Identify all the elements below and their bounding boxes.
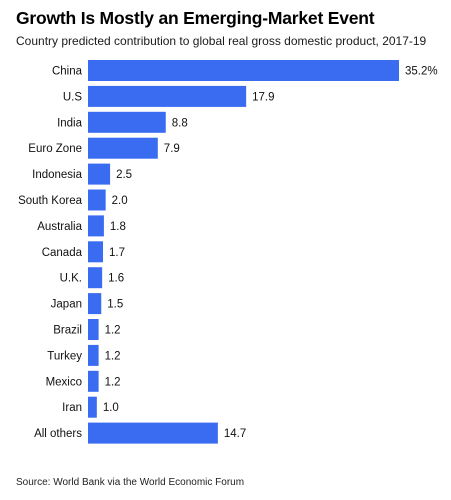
- value-label-mexico: 1.2: [105, 376, 121, 388]
- chart-title: Growth Is Mostly an Emerging-Market Even…: [16, 8, 375, 28]
- category-label-india: India: [57, 117, 83, 129]
- value-label-canada: 1.7: [109, 247, 125, 259]
- bar-china: [88, 60, 399, 81]
- bar-brazil: [88, 319, 99, 340]
- category-label-south-korea: South Korea: [18, 195, 83, 207]
- category-label-japan: Japan: [51, 299, 82, 311]
- bar-euro-zone: [88, 137, 158, 159]
- category-label-mexico: Mexico: [46, 376, 82, 388]
- category-label-u-k: U.K.: [60, 273, 82, 285]
- category-label-turkey: Turkey: [47, 350, 82, 362]
- value-label-south-korea: 2.0: [112, 195, 128, 207]
- value-label-china: 35.2%: [405, 66, 438, 78]
- value-label-euro-zone: 7.9: [164, 143, 180, 155]
- value-label-brazil: 1.2: [105, 325, 121, 337]
- value-label-u-s: 17.9: [252, 91, 274, 103]
- bar-chart: China 35.2% U.S 17.9 India 8.8 Euro Zone 7.9 Ind…: [18, 60, 438, 444]
- category-label-all-others: All others: [34, 428, 82, 440]
- bar-australia: [88, 215, 104, 237]
- value-label-india: 8.8: [172, 117, 188, 129]
- category-label-brazil: Brazil: [53, 325, 82, 337]
- value-label-japan: 1.5: [107, 299, 123, 311]
- bar-indonesia: [88, 163, 111, 185]
- chart-subtitle: Country predicted contribution to global…: [16, 34, 427, 48]
- bar-turkey: [88, 344, 99, 366]
- value-label-iran: 1.0: [103, 402, 119, 414]
- category-label-australia: Australia: [37, 221, 82, 233]
- bar-u-s: [88, 85, 247, 107]
- bar-india: [88, 111, 166, 133]
- bar-south-korea: [88, 189, 106, 211]
- bar-u-k: [88, 267, 103, 289]
- source-note: Source: World Bank via the World Economi…: [16, 477, 245, 488]
- bar-canada: [88, 241, 104, 263]
- category-label-iran: Iran: [62, 402, 82, 414]
- bar-all-others: [88, 422, 218, 444]
- category-label-euro-zone: Euro Zone: [28, 143, 82, 155]
- value-label-u-k: 1.6: [108, 273, 124, 285]
- category-label-china: China: [52, 66, 83, 78]
- category-label-canada: Canada: [42, 247, 83, 259]
- value-label-indonesia: 2.5: [116, 169, 132, 181]
- bar-mexico: [88, 370, 99, 392]
- bar-japan: [88, 293, 102, 315]
- value-label-turkey: 1.2: [105, 350, 121, 362]
- category-label-indonesia: Indonesia: [32, 169, 82, 181]
- bar-iran: [88, 396, 97, 418]
- category-label-u-s: U.S: [63, 91, 83, 103]
- value-label-all-others: 14.7: [224, 428, 246, 440]
- value-label-australia: 1.8: [110, 221, 126, 233]
